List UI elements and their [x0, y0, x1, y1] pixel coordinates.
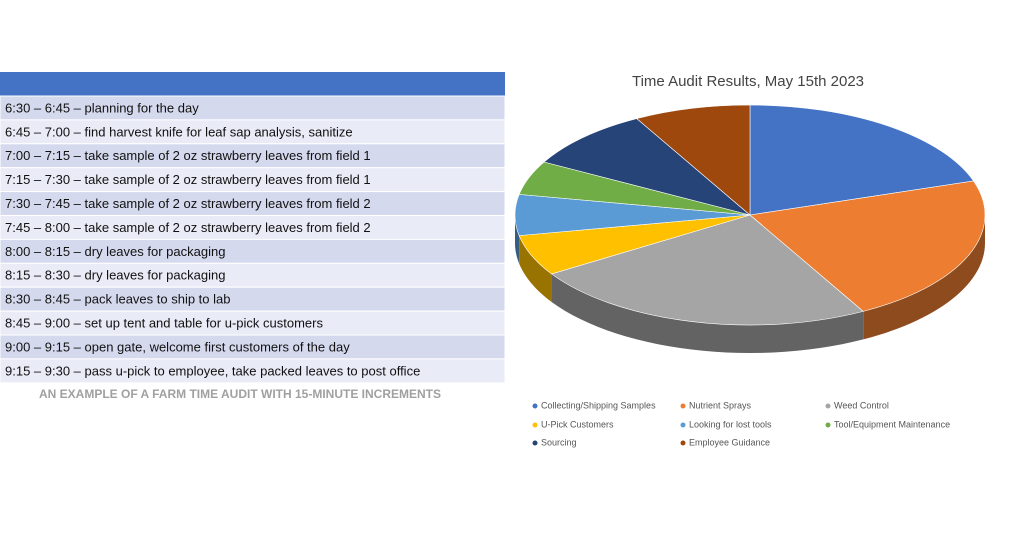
slice-side — [863, 215, 985, 340]
legend-label: Employee Guidance — [689, 437, 770, 447]
legend-label: Looking for lost tools — [689, 419, 772, 429]
legend-label: U-Pick Customers — [541, 419, 614, 429]
slice — [636, 104, 751, 216]
legend-label: Sourcing — [541, 437, 577, 447]
table-header — [0, 72, 505, 96]
slice-side — [551, 273, 864, 353]
row-text: 7:00 – 7:15 – take sample of 2 oz strawb… — [5, 148, 371, 163]
slice — [749, 180, 986, 312]
row-text: 9:15 – 9:30 – pass u-pick to employee, t… — [5, 363, 420, 378]
slice — [749, 104, 975, 216]
row-text: 7:30 – 7:45 – take sample of 2 oz strawb… — [5, 196, 371, 211]
slice-side — [515, 215, 520, 264]
legend-label: Weed Control — [834, 400, 889, 410]
row-text: 6:30 – 6:45 – planning for the day — [5, 100, 199, 115]
row-text: 8:15 – 8:30 – dry leaves for packaging — [5, 268, 225, 283]
caption: AN EXAMPLE OF A FARM TIME AUDIT WITH 15-… — [39, 387, 441, 401]
legend-swatch — [825, 422, 831, 428]
row-text: 8:45 – 9:00 – set up tent and table for … — [5, 315, 323, 330]
row-text: 9:00 – 9:15 – open gate, welcome first c… — [5, 339, 350, 354]
row-text: 7:15 – 7:30 – take sample of 2 oz strawb… — [5, 172, 371, 187]
chart-title: Time Audit Results, May 15th 2023 — [632, 73, 864, 90]
slice — [543, 118, 751, 216]
legend-swatch — [680, 403, 686, 409]
row-text: 7:45 – 8:00 – take sample of 2 oz strawb… — [5, 220, 371, 235]
legend-label: Collecting/Shipping Samples — [541, 400, 656, 410]
row-text: 8:30 – 8:45 – pack leaves to ship to lab — [5, 292, 231, 307]
pie — [514, 104, 986, 353]
row-text: 6:45 – 7:00 – find harvest knife for lea… — [5, 124, 353, 139]
slice — [550, 214, 864, 326]
legend-swatch — [532, 440, 538, 446]
table-row — [0, 358, 506, 384]
row-text: 8:00 – 8:15 – dry leaves for packaging — [5, 244, 225, 259]
legend-label: Tool/Equipment Maintenance — [834, 419, 950, 429]
slice-side — [519, 235, 552, 302]
legend-swatch — [532, 403, 538, 409]
legend-swatch — [680, 440, 686, 446]
legend-label: Nutrient Sprays — [689, 400, 752, 410]
legend-swatch — [680, 422, 686, 428]
legend-swatch — [825, 403, 831, 409]
table: 6:30 – 6:45 – planning for the day 6:45 –… — [0, 95, 506, 384]
legend-swatch — [532, 422, 538, 428]
legend: Collecting/Shipping Samples Nutrient Spra… — [532, 400, 950, 447]
